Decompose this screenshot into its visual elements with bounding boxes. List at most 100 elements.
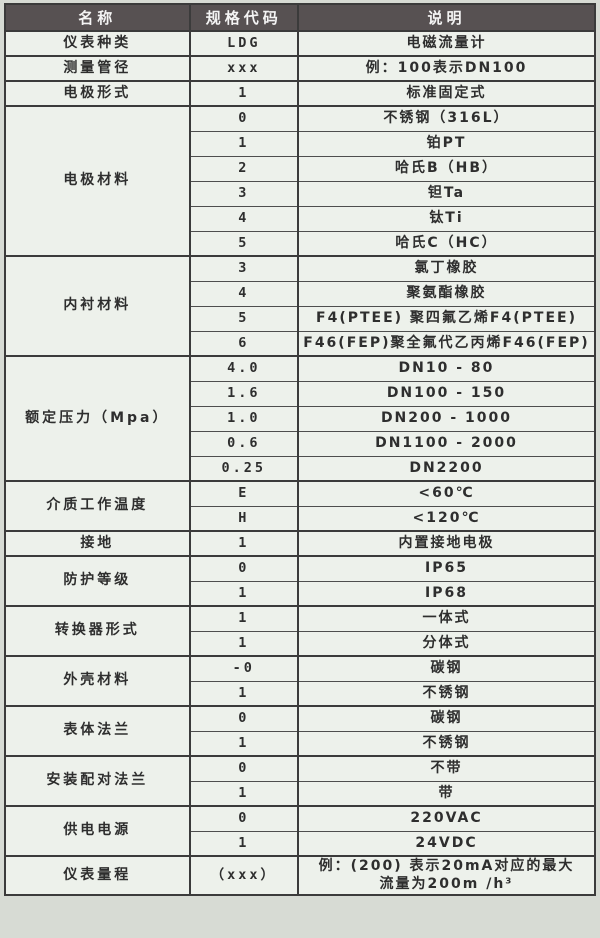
group-name-cell: 仪表量程 — [4, 855, 191, 895]
desc-cell: F46(FEP)聚全氟代乙丙烯F46(FEP) — [296, 330, 597, 356]
desc-cell: IP65 — [296, 555, 597, 581]
table-row: 安装配对法兰 0 不带 — [4, 755, 597, 806]
code-cell: 1 — [188, 780, 299, 806]
table-body: 仪表种类 LDG 电磁流量计 测量管径 xxx 例：100表示DN100 电极形式 1 标准固定… — [4, 30, 597, 895]
table-row: 1 IP68 — [5, 580, 597, 606]
table-row: 仪表量程 （xxx） 例：(200) 表示20mA对应的最大 流量为200m /h³ — [4, 855, 597, 895]
table-row: 1 铂PT — [5, 130, 597, 156]
code-cell: 4 — [188, 280, 299, 306]
desc-cell: 不锈钢（316L） — [296, 105, 597, 131]
desc-cell: 铂PT — [296, 130, 597, 156]
table-row: 5 F4(PTEE) 聚四氟乙烯F4(PTEE) — [5, 305, 597, 331]
desc-cell: 不锈钢 — [296, 730, 597, 756]
code-cell: 5 — [188, 305, 299, 331]
desc-cell: 碳钢 — [296, 705, 597, 731]
code-cell: 1 — [188, 580, 299, 606]
code-cell: 1 — [188, 830, 299, 856]
table-row: 供电电源 0 220VAC — [4, 805, 597, 856]
desc-cell: 一体式 — [296, 605, 597, 631]
table-row: 转换器形式 1 一体式 — [4, 605, 597, 656]
table-row: H <120℃ — [5, 505, 597, 531]
desc-cell: 碳钢 — [296, 655, 597, 681]
desc-cell: <60℃ — [296, 480, 597, 506]
table-row: 外壳材料 -0 碳钢 — [4, 655, 597, 706]
col-header-desc: 说明 — [296, 3, 597, 32]
desc-cell: <120℃ — [296, 505, 597, 531]
desc-cell: 24VDC — [296, 830, 597, 856]
table-row: 仪表种类 LDG 电磁流量计 — [4, 30, 597, 56]
desc-cell: 标准固定式 — [296, 80, 597, 106]
desc-cell: 带 — [296, 780, 597, 806]
group-name-cell: 供电电源 — [4, 805, 191, 856]
code-cell: 0 — [188, 805, 299, 831]
desc-cell: 电磁流量计 — [296, 30, 597, 56]
table-row: 额定压力（Mpa） 4.0 DN10 - 80 — [4, 355, 597, 481]
group-name-cell: 电极材料 — [4, 105, 191, 256]
table-row: 1 分体式 — [5, 630, 597, 656]
table-row: 6 F46(FEP)聚全氟代乙丙烯F46(FEP) — [5, 330, 597, 356]
code-cell: E — [188, 480, 299, 506]
code-cell: 0 — [188, 705, 299, 731]
code-cell: 1 — [188, 680, 299, 706]
group-name-cell: 仪表种类 — [4, 30, 191, 56]
group-name-cell: 测量管径 — [4, 55, 191, 81]
col-header-name: 名称 — [4, 3, 191, 32]
table-row: 1 不锈钢 — [5, 730, 597, 756]
desc-cell: 例：100表示DN100 — [296, 55, 597, 81]
code-cell: （xxx） — [188, 855, 299, 895]
group-name-cell: 介质工作温度 — [4, 480, 191, 531]
group-name-cell: 接地 — [4, 530, 191, 556]
desc-cell: 不锈钢 — [296, 680, 597, 706]
code-cell: 0.25 — [188, 455, 299, 481]
group-name-cell: 防护等级 — [4, 555, 191, 606]
table-row: 电极材料 0 不锈钢（316L） — [4, 105, 597, 256]
code-cell: 1 — [188, 130, 299, 156]
code-cell: 1 — [188, 80, 299, 106]
code-cell: H — [188, 505, 299, 531]
table-row: 0.25 DN2200 — [5, 455, 597, 481]
spec-code-table: 名称 规格代码 说明 仪表种类 LDG 电磁流量计 测量管径 xxx 例：100表示DN100… — [4, 3, 597, 896]
table-row: 2 哈氏B（HB） — [5, 155, 597, 181]
table-row: 测量管径 xxx 例：100表示DN100 — [4, 55, 597, 81]
code-cell: 5 — [188, 230, 299, 256]
code-cell: 0 — [188, 755, 299, 781]
desc-cell: DN10 - 80 — [296, 355, 597, 381]
code-cell: 3 — [188, 180, 299, 206]
table-row: 4 聚氨酯橡胶 — [5, 280, 597, 306]
code-cell: 0 — [188, 105, 299, 131]
table-row: 3 钽Ta — [5, 180, 597, 206]
desc-cell: 例：(200) 表示20mA对应的最大 流量为200m /h³ — [296, 855, 597, 895]
code-cell: 6 — [188, 330, 299, 356]
table-row: 介质工作温度 E <60℃ — [4, 480, 597, 531]
code-cell: LDG — [188, 30, 299, 56]
table-header: 名称 规格代码 说明 — [4, 3, 597, 32]
code-cell: 2 — [188, 155, 299, 181]
desc-cell: 内置接地电极 — [296, 530, 597, 556]
group-name-cell: 外壳材料 — [4, 655, 191, 706]
table-row: 1 不锈钢 — [5, 680, 597, 706]
table-row: 5 哈氏C（HC） — [5, 230, 597, 256]
code-cell: -0 — [188, 655, 299, 681]
code-cell: 4.0 — [188, 355, 299, 381]
code-cell: 0.6 — [188, 430, 299, 456]
desc-cell: 哈氏C（HC） — [296, 230, 597, 256]
desc-cell: 不带 — [296, 755, 597, 781]
desc-cell: 分体式 — [296, 630, 597, 656]
table-row: 表体法兰 0 碳钢 — [4, 705, 597, 756]
code-cell: xxx — [188, 55, 299, 81]
group-name-cell: 安装配对法兰 — [4, 755, 191, 806]
desc-cell: 钽Ta — [296, 180, 597, 206]
table-row: 电极形式 1 标准固定式 — [4, 80, 597, 106]
col-header-code: 规格代码 — [188, 3, 299, 32]
code-cell: 4 — [188, 205, 299, 231]
desc-cell: 聚氨酯橡胶 — [296, 280, 597, 306]
desc-cell: IP68 — [296, 580, 597, 606]
desc-cell: DN100 - 150 — [296, 380, 597, 406]
group-name-cell: 内衬材料 — [4, 255, 191, 356]
desc-cell: 哈氏B（HB） — [296, 155, 597, 181]
code-cell: 1 — [188, 605, 299, 631]
table-row: 内衬材料 3 氯丁橡胶 — [4, 255, 597, 356]
desc-cell: DN1100 - 2000 — [296, 430, 597, 456]
